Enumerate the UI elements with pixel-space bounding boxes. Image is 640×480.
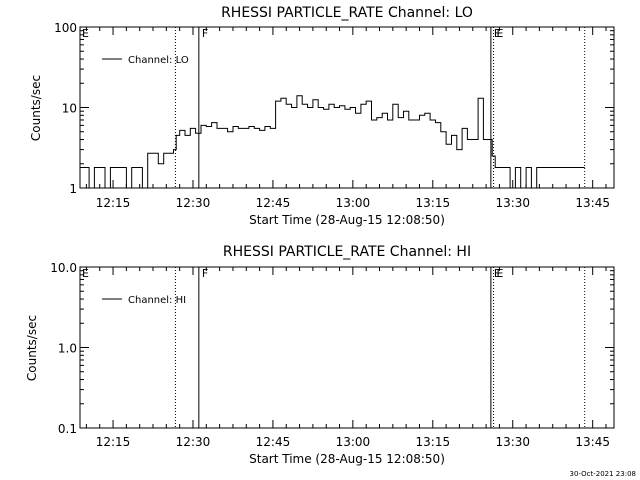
panel-1-y-tick-label: 100 [54, 21, 77, 35]
panel-1-marker-label: F [202, 27, 208, 40]
panel-2-x-tick-label: 13:45 [575, 435, 610, 449]
panel-1-x-tick-label: 13:15 [416, 196, 451, 210]
panel-2-marker-label: E [497, 267, 504, 280]
panel-2-y-axis-label: Counts/sec [25, 315, 39, 381]
panel-1-x-tick-label: 13:45 [575, 196, 610, 210]
panel-1-x-tick-label: 13:00 [336, 196, 371, 210]
panel-1-x-tick-label: 12:15 [96, 196, 131, 210]
panel-1-series-line [80, 95, 585, 189]
panel-2-x-tick-label: 13:00 [336, 435, 371, 449]
panel-2-marker-label: F [202, 267, 208, 280]
panel-2-marker-label: E [494, 267, 501, 280]
panel-2-legend-entry: Channel: HI [128, 295, 186, 306]
panel-2-plot-frame [79, 266, 615, 429]
panel-2-y-tick-label: 0.1 [58, 422, 77, 436]
panel-2-x-tick-label: 12:15 [96, 435, 131, 449]
panel-2-title: RHESSI PARTICLE_RATE Channel: HI [223, 244, 471, 260]
panel-2-x-tick-label: 12:30 [176, 435, 211, 449]
panel-1-title: RHESSI PARTICLE_RATE Channel: LO [221, 5, 473, 21]
panel-2-x-tick-label: 13:30 [495, 435, 530, 449]
panel-2-y-tick-label: 1.0 [58, 342, 77, 356]
panel-1-y-tick-label: 10 [62, 102, 77, 116]
panel-1-x-tick-label: 13:30 [495, 196, 530, 210]
panel-1-legend-entry: Channel: LO [128, 55, 189, 66]
panel-1-marker-label: E [497, 27, 504, 40]
panel-2-x-tick-label: 13:15 [416, 435, 451, 449]
panel-1-x-axis-label: Start Time (28-Aug-15 12:08:50) [249, 213, 445, 227]
panel-1-y-tick-label: 1 [69, 182, 77, 196]
footer-timestamp: 30-Oct-2021 23:08 [570, 470, 636, 478]
panel-1-marker-label: E [494, 27, 501, 40]
panel-1-x-tick-label: 12:30 [176, 196, 211, 210]
panel-2-left-edge-marker-label: E [82, 267, 89, 280]
panel-2-y-tick-label: 10.0 [50, 261, 77, 275]
panel-1-x-tick-label: 12:45 [256, 196, 291, 210]
panel-2-x-axis-label: Start Time (28-Aug-15 12:08:50) [249, 452, 445, 466]
panel-2-x-tick-label: 12:45 [256, 435, 291, 449]
panel-1-left-edge-marker-label: E [82, 27, 89, 40]
panel-1-y-axis-label: Counts/sec [29, 75, 43, 141]
